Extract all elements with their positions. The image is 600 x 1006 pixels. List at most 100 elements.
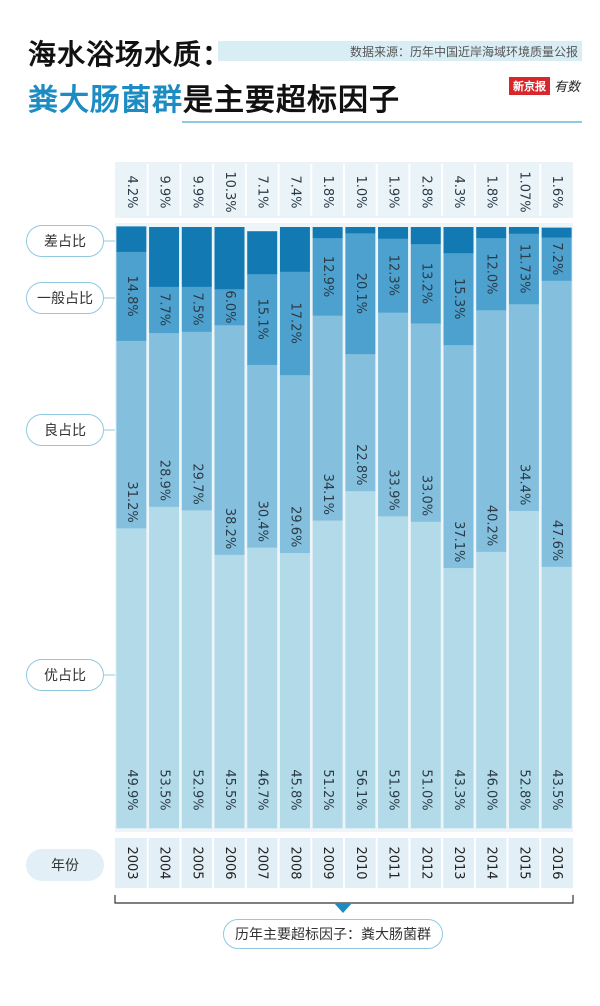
bar-poor-2016 — [541, 227, 572, 238]
source-bar — [218, 41, 582, 61]
data-label-poor-2008: 7.4% — [287, 175, 302, 208]
data-label-fair-2016: 7.2% — [549, 242, 564, 275]
data-label-good-2007: 30.4% — [255, 501, 270, 542]
bar-fair-2013 — [443, 252, 474, 346]
data-label-fair-2015: 11.73% — [516, 244, 531, 294]
data-label-good-2005: 29.7% — [189, 463, 204, 504]
bar-excellent-2005 — [181, 510, 212, 829]
bar-excellent-2004 — [149, 506, 180, 829]
data-label-good-2008: 29.6% — [287, 506, 302, 547]
data-label-good-2003: 31.2% — [124, 481, 139, 522]
bar-fair-2011 — [378, 238, 409, 313]
bar-good-2012 — [410, 323, 441, 522]
bar-poor-2014 — [476, 227, 507, 239]
bar-poor-2008 — [279, 227, 310, 272]
data-label-excellent-2013: 43.3% — [451, 769, 466, 810]
brand-text: 有数 — [553, 80, 580, 95]
bar-good-2007 — [247, 364, 278, 548]
data-label-poor-2005: 9.9% — [189, 175, 204, 208]
data-label-good-2014: 40.2% — [484, 505, 499, 546]
bar-poor-2005 — [181, 227, 212, 287]
bar-excellent-2014 — [476, 551, 507, 829]
data-label-excellent-2011: 51.9% — [386, 769, 401, 810]
bar-fair-2005 — [181, 286, 212, 332]
data-label-good-2009: 34.1% — [320, 474, 335, 515]
bar-poor-2006 — [214, 227, 245, 290]
data-label-fair-2006: 6.0% — [222, 290, 237, 323]
bar-poor-2010 — [345, 227, 376, 234]
tick-label-year-2010: 2010 — [353, 846, 368, 879]
data-label-fair-2010: 20.1% — [353, 273, 368, 314]
title-highlight: 粪大肠菌群 — [28, 83, 183, 118]
chart-title-line1: 海水浴场水质： — [28, 38, 232, 71]
data-label-excellent-2005: 52.9% — [189, 769, 204, 810]
chart-title-line2: 粪大肠菌群是主要超标因子 — [28, 75, 400, 119]
data-label-good-2004: 28.9% — [157, 460, 172, 501]
bar-excellent-2010 — [345, 490, 376, 829]
data-label-excellent-2004: 53.5% — [157, 769, 172, 810]
legend-year: 年份 — [26, 849, 104, 881]
data-label-excellent-2008: 45.8% — [287, 769, 302, 810]
data-label-poor-2015: 1.07% — [516, 171, 531, 212]
bar-fair-2009 — [312, 237, 343, 316]
bar-excellent-2009 — [312, 520, 343, 829]
bar-fair-2012 — [410, 243, 441, 324]
bar-good-2003 — [116, 340, 147, 529]
bar-poor-2009 — [312, 227, 343, 239]
tick-label-year-2015: 2015 — [516, 846, 531, 879]
data-label-poor-2009: 1.8% — [320, 175, 335, 208]
bar-excellent-2003 — [116, 528, 147, 829]
data-label-poor-2010: 1.0% — [353, 175, 368, 208]
bar-good-2016 — [541, 280, 572, 567]
data-label-good-2012: 33.0% — [418, 475, 433, 516]
bar-good-2011 — [378, 312, 409, 517]
tick-label-year-2003: 2003 — [124, 846, 139, 879]
bar-good-2008 — [279, 374, 310, 554]
data-label-poor-2012: 2.8% — [418, 175, 433, 208]
data-label-fair-2005: 7.5% — [189, 293, 204, 326]
data-label-fair-2009: 12.9% — [320, 256, 335, 297]
legend-excellent: 优占比 — [26, 659, 104, 691]
data-label-excellent-2006: 45.5% — [222, 769, 237, 810]
data-label-poor-2004: 9.9% — [157, 175, 172, 208]
data-label-excellent-2016: 43.5% — [549, 769, 564, 810]
bar-fair-2016 — [541, 237, 572, 281]
data-label-fair-2012: 13.2% — [418, 263, 433, 304]
tick-label-year-2009: 2009 — [320, 846, 335, 879]
bar-fair-2003 — [116, 251, 147, 341]
bracket-pointer — [334, 903, 352, 913]
data-label-fair-2004: 7.7% — [157, 293, 172, 326]
data-label-good-2010: 22.8% — [353, 444, 368, 485]
title-rest: 是主要超标因子 — [183, 83, 400, 118]
bar-excellent-2012 — [410, 521, 441, 829]
legend-poor: 差占比 — [26, 225, 104, 257]
bar-fair-2007 — [247, 273, 278, 365]
data-label-poor-2016: 1.6% — [549, 175, 564, 208]
bar-fair-2015 — [508, 233, 539, 305]
data-label-poor-2011: 1.9% — [386, 175, 401, 208]
bar-poor-2004 — [149, 227, 180, 287]
data-label-fair-2014: 12.0% — [484, 253, 499, 294]
data-label-poor-2007: 7.1% — [255, 175, 270, 208]
legend-fair: 一般占比 — [26, 282, 104, 314]
bar-fair-2006 — [214, 288, 245, 326]
data-label-excellent-2003: 49.9% — [124, 769, 139, 810]
bar-good-2005 — [181, 331, 212, 511]
data-label-fair-2003: 14.8% — [124, 275, 139, 316]
header-rule — [182, 121, 582, 123]
data-label-good-2015: 34.4% — [516, 464, 531, 505]
data-label-good-2013: 37.1% — [451, 521, 466, 562]
data-label-excellent-2007: 46.7% — [255, 769, 270, 810]
data-label-excellent-2014: 46.0% — [484, 769, 499, 810]
bar-good-2009 — [312, 315, 343, 521]
tick-label-year-2006: 2006 — [222, 846, 237, 879]
bar-fair-2014 — [476, 237, 507, 311]
data-label-excellent-2010: 56.1% — [353, 769, 368, 810]
data-label-excellent-2015: 52.8% — [516, 769, 531, 810]
brand-logo: 新京报 有数 — [508, 76, 580, 95]
bar-excellent-2013 — [443, 567, 474, 829]
data-label-poor-2006: 10.3% — [222, 171, 237, 212]
tick-label-year-2011: 2011 — [386, 846, 401, 879]
bar-poor-2015 — [508, 227, 539, 234]
